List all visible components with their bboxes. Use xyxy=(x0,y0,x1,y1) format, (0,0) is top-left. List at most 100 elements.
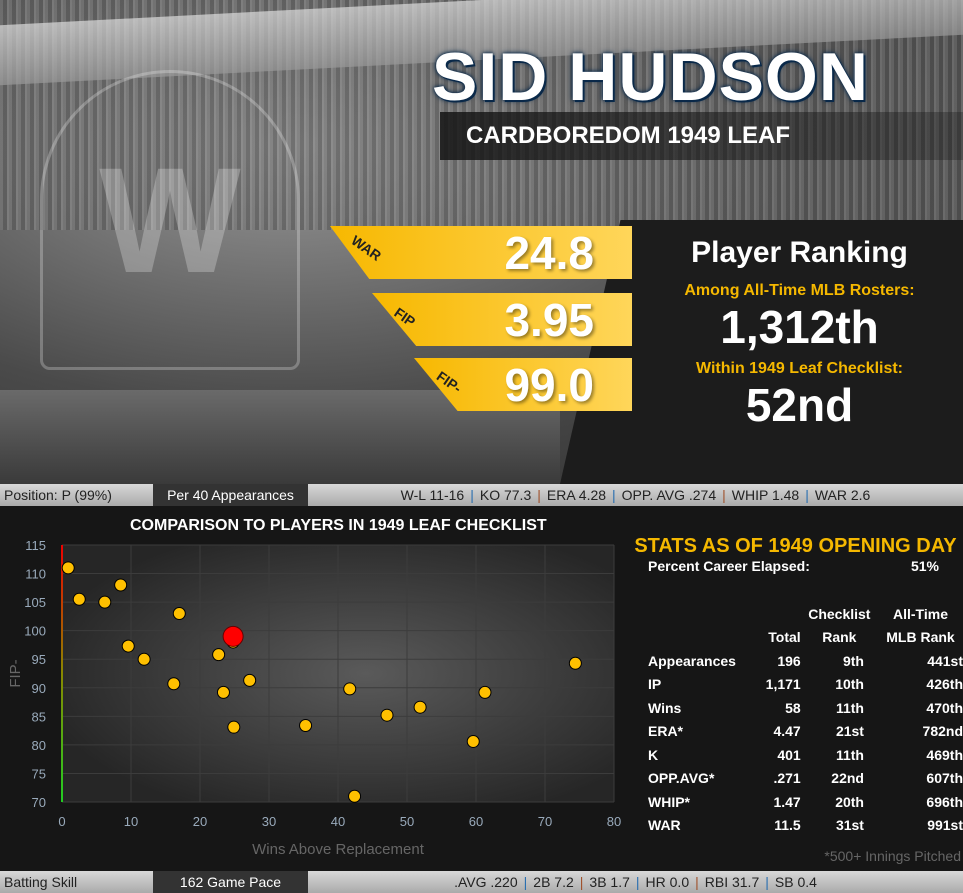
separator: | xyxy=(612,487,616,503)
highlight-point xyxy=(222,625,244,647)
cell: 10th xyxy=(835,676,864,693)
fip-box: FIP 3.95 xyxy=(372,293,632,346)
cell: 469th xyxy=(926,746,963,763)
data-point xyxy=(72,592,86,606)
footnote: *500+ Innings Pitched xyxy=(824,848,961,864)
data-point xyxy=(227,720,241,734)
data-point xyxy=(216,685,230,699)
cell: 1.47 xyxy=(773,793,801,810)
y-tick-label: 90 xyxy=(32,681,46,696)
batting-bar: Batting Skill 162 Game Pace .AVG .220 | 2B… xyxy=(0,871,963,893)
cell: 470th xyxy=(926,699,963,716)
data-point xyxy=(121,639,135,653)
cell xyxy=(757,602,801,626)
stat-item: 3B 1.7 xyxy=(589,874,630,890)
cell: ERA* xyxy=(648,723,684,740)
separator: | xyxy=(523,874,528,890)
data-point xyxy=(98,595,112,609)
ranking-title: Player Ranking xyxy=(691,236,908,269)
separator: | xyxy=(470,487,474,503)
y-tick-label: 105 xyxy=(24,595,46,610)
header-row: Checklist All-Time xyxy=(648,602,963,626)
x-tick-label: 10 xyxy=(124,814,138,829)
y-tick-label: 70 xyxy=(32,795,46,810)
x-tick-label: 70 xyxy=(538,814,552,829)
table-row: IP 1,171 10th 426th xyxy=(648,673,963,697)
cell: .271 xyxy=(773,770,801,787)
table-row: OPP.AVG* .271 22nd 607th xyxy=(648,767,963,791)
cell: 11th xyxy=(835,699,864,716)
y-tick-label: 80 xyxy=(32,738,46,753)
table-row: K 401 11th 469th xyxy=(648,743,963,767)
cell: OPP.AVG* xyxy=(648,770,715,787)
table-row: WHIP* 1.47 20th 696th xyxy=(648,790,963,814)
pitching-bar: Position: P (99%) Per 40 Appearances W-L… xyxy=(0,484,963,506)
separator: | xyxy=(695,874,699,890)
stat-item: ERA 4.28 xyxy=(546,487,607,503)
x-tick-label: 60 xyxy=(469,814,483,829)
game-pace-tab[interactable]: 162 Game Pace xyxy=(153,871,308,893)
separator: | xyxy=(635,874,640,890)
career-label: Percent Career Elapsed: xyxy=(648,558,810,574)
scatter-chart: 0 10 20 30 40 50 60 70 80 70 75 80 85 90 95 100 105 110 11… xyxy=(7,538,621,858)
separator: | xyxy=(722,487,726,503)
cell: 607th xyxy=(926,770,963,787)
cell: 20th xyxy=(835,793,864,810)
data-point xyxy=(212,648,226,662)
career-value: 51% xyxy=(910,558,939,574)
stat-item: WHIP 1.48 xyxy=(731,487,800,503)
y-tick-label: 110 xyxy=(25,567,46,582)
data-point xyxy=(568,656,582,670)
y-tick-label: 100 xyxy=(24,624,46,639)
y-tick-label: 85 xyxy=(32,709,46,724)
data-point xyxy=(299,718,313,732)
checklist-label: Within 1949 Leaf Checklist: xyxy=(695,360,904,377)
table-row: Appearances 196 9th 441st xyxy=(648,649,963,673)
cell: 426th xyxy=(926,676,963,693)
table-row: WAR 11.5 31st 991st xyxy=(648,814,963,838)
x-tick-label: 20 xyxy=(193,814,207,829)
cell: 991st xyxy=(927,817,963,834)
stat-item: W-L 11-16 xyxy=(400,487,465,503)
team-logo-watermark: W xyxy=(40,70,300,370)
separator: | xyxy=(579,874,584,890)
stat-item: WAR 2.6 xyxy=(814,487,871,503)
stat-item: KO 77.3 xyxy=(479,487,532,503)
set-name: CARDBOREDOM 1949 LEAF xyxy=(440,112,963,160)
cell: 196 xyxy=(777,652,801,669)
chart-title: COMPARISON TO PLAYERS IN 1949 LEAF CHECK… xyxy=(130,517,547,534)
stat-item: RBI 31.7 xyxy=(704,874,760,890)
cell xyxy=(648,602,757,626)
cell: 22nd xyxy=(831,770,864,787)
data-point xyxy=(348,789,362,803)
data-point xyxy=(167,677,181,691)
separator: | xyxy=(537,487,541,503)
data-point xyxy=(380,708,394,722)
separator: | xyxy=(765,874,769,890)
player-ranking: Player Ranking Among All-Time MLB Roster… xyxy=(636,226,963,432)
y-axis-label: FIP- xyxy=(7,659,24,687)
position: Position: P (99%) xyxy=(4,487,112,503)
data-point xyxy=(343,682,357,696)
data-point xyxy=(114,578,128,592)
cell: 696th xyxy=(926,793,963,810)
stat-item: .AVG .220 xyxy=(454,874,518,890)
fip-value: 3.95 xyxy=(504,293,594,346)
stat-item: 2B 7.2 xyxy=(533,874,574,890)
y-tick-label: 95 xyxy=(32,652,46,667)
pitching-stats: W-L 11-16 | KO 77.3 | ERA 4.28 | OPP. AVG .274… xyxy=(308,487,963,503)
data-point xyxy=(478,685,492,699)
y-tick-label: 115 xyxy=(25,538,46,553)
cell: 11th xyxy=(835,746,864,763)
cell: 9th xyxy=(842,652,864,669)
cell: 441st xyxy=(927,652,963,669)
cell: IP xyxy=(648,676,662,693)
data-point xyxy=(61,561,75,575)
data-point xyxy=(413,700,427,714)
y-tick-label: 75 xyxy=(32,766,46,781)
cell: K xyxy=(648,746,659,763)
cell: 31st xyxy=(835,817,864,834)
stats-panel: STATS AS OF 1949 OPENING DAY Percent Car… xyxy=(634,535,963,838)
cell: 58 xyxy=(785,699,801,716)
per-40-tab[interactable]: Per 40 Appearances xyxy=(153,484,308,506)
